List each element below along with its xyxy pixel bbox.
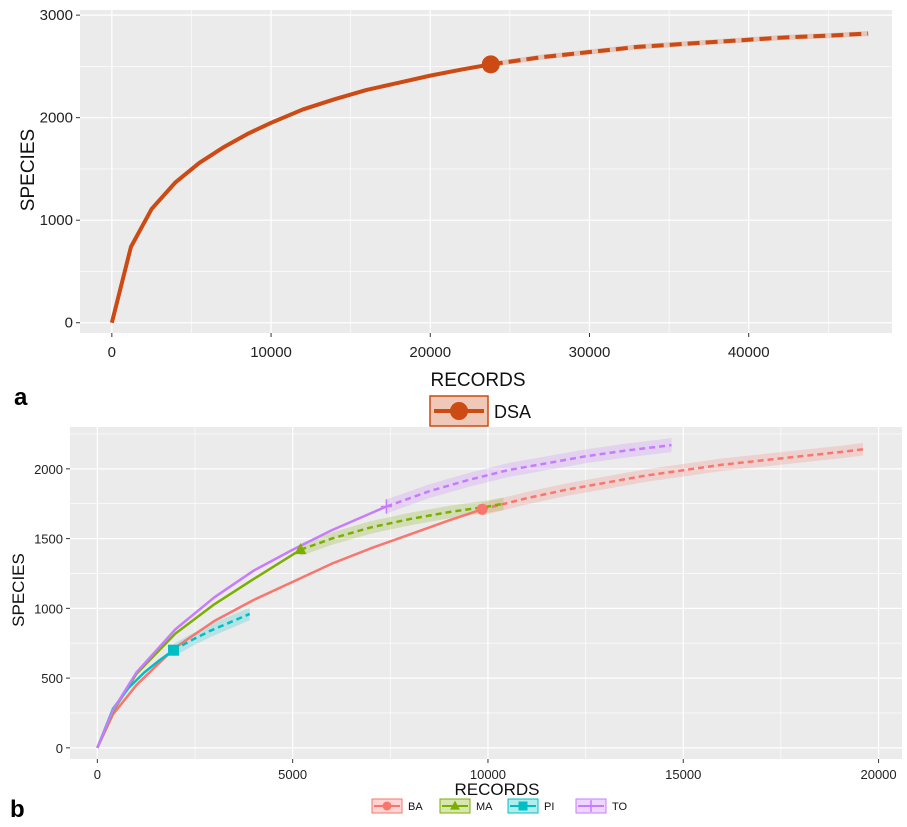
panel-a-y-axis-title: SPECIES xyxy=(18,129,39,211)
panel-b-gridlines xyxy=(70,427,902,759)
x-tick-label: 30000 xyxy=(569,344,611,361)
panel-b-legend: BA MA PI TO xyxy=(371,798,628,814)
panel-a-series-lines xyxy=(109,31,869,324)
panel-a-legend: DSA xyxy=(429,395,531,427)
legend-label-pi: PI xyxy=(544,801,554,813)
panel-b-observed-markers xyxy=(168,499,488,656)
panel-b-x-axis-title: RECORDS xyxy=(454,780,539,799)
extrapolated-line-ma xyxy=(300,502,504,551)
x-tick-label: 20000 xyxy=(860,767,896,782)
confidence-band-pi xyxy=(173,607,250,657)
y-tick-label: 1000 xyxy=(40,212,73,229)
extrapolated-line-to xyxy=(385,443,672,508)
panel-a-gridlines xyxy=(80,10,892,333)
observed-point-to xyxy=(380,499,392,514)
confidence-band-dsa xyxy=(490,31,869,67)
observed-point-dsa xyxy=(481,55,500,74)
y-tick-label: 500 xyxy=(41,671,63,686)
x-tick-label: 10000 xyxy=(250,344,292,361)
y-tick-label: 3000 xyxy=(40,7,73,24)
legend-label-ba: BA xyxy=(408,801,423,813)
x-tick-label: 0 xyxy=(94,767,101,782)
panel-b-y-axis-title: SPECIES xyxy=(9,553,28,627)
panel-b-y-ticks: 0 500 1000 1500 2000 xyxy=(34,462,70,756)
observed-point-pi xyxy=(168,644,180,656)
panel-a-observed-markers xyxy=(481,55,500,74)
y-tick-label: 1500 xyxy=(34,532,63,547)
confidence-band-to xyxy=(386,438,672,514)
y-tick-label: 1000 xyxy=(34,601,63,616)
legend-label-ma: MA xyxy=(476,801,493,813)
interpolated-line-ba xyxy=(96,508,483,749)
panel-a-label: a xyxy=(14,384,28,411)
x-tick-label: 5000 xyxy=(278,767,307,782)
panel-b-plot-background xyxy=(70,427,902,759)
legend-key-marker-pi xyxy=(518,801,528,811)
panel-b-chart: 0 5000 10000 15000 20000 0 500 1000 1500 2000 RE… xyxy=(9,427,902,823)
extrapolated-line-ba xyxy=(481,448,864,511)
panel-a-y-ticks: 0 1000 2000 3000 xyxy=(40,7,80,332)
panel-a-x-axis-title: RECORDS xyxy=(430,370,525,391)
observed-point-ma xyxy=(294,543,307,555)
panel-b-series-lines xyxy=(96,443,864,749)
legend-key-marker-ba xyxy=(382,801,392,811)
legend-key-marker-to xyxy=(586,800,596,812)
panel-a-confidence-bands xyxy=(490,31,869,67)
panel-b-label: b xyxy=(10,796,25,823)
confidence-band-ba xyxy=(482,443,863,516)
y-tick-label: 0 xyxy=(56,741,63,756)
y-tick-label: 0 xyxy=(65,315,73,332)
legend-label-dsa: DSA xyxy=(494,402,531,422)
legend-key-marker-dsa xyxy=(450,402,468,420)
x-tick-label: 15000 xyxy=(665,767,701,782)
extrapolated-line-pi xyxy=(172,612,251,652)
x-tick-label: 40000 xyxy=(728,344,770,361)
panel-b-x-ticks: 0 5000 10000 15000 20000 xyxy=(94,759,897,782)
x-tick-label: 20000 xyxy=(409,344,451,361)
observed-point-ba xyxy=(476,503,488,515)
legend-key-marker-ma xyxy=(450,800,460,810)
x-tick-label: 10000 xyxy=(470,767,506,782)
x-tick-label: 0 xyxy=(108,344,116,361)
panel-a-chart: 0 10000 20000 30000 40000 0 1000 2000 3000 RECO… xyxy=(14,7,892,427)
panel-b-confidence-bands xyxy=(173,438,863,657)
y-tick-label: 2000 xyxy=(34,462,63,477)
confidence-band-ma xyxy=(300,497,504,557)
panel-a-x-ticks: 0 10000 20000 30000 40000 xyxy=(108,333,770,361)
legend-label-to: TO xyxy=(612,801,628,813)
interpolated-line-to xyxy=(96,505,387,749)
interpolated-line-dsa xyxy=(109,62,492,324)
y-tick-label: 2000 xyxy=(40,110,73,127)
